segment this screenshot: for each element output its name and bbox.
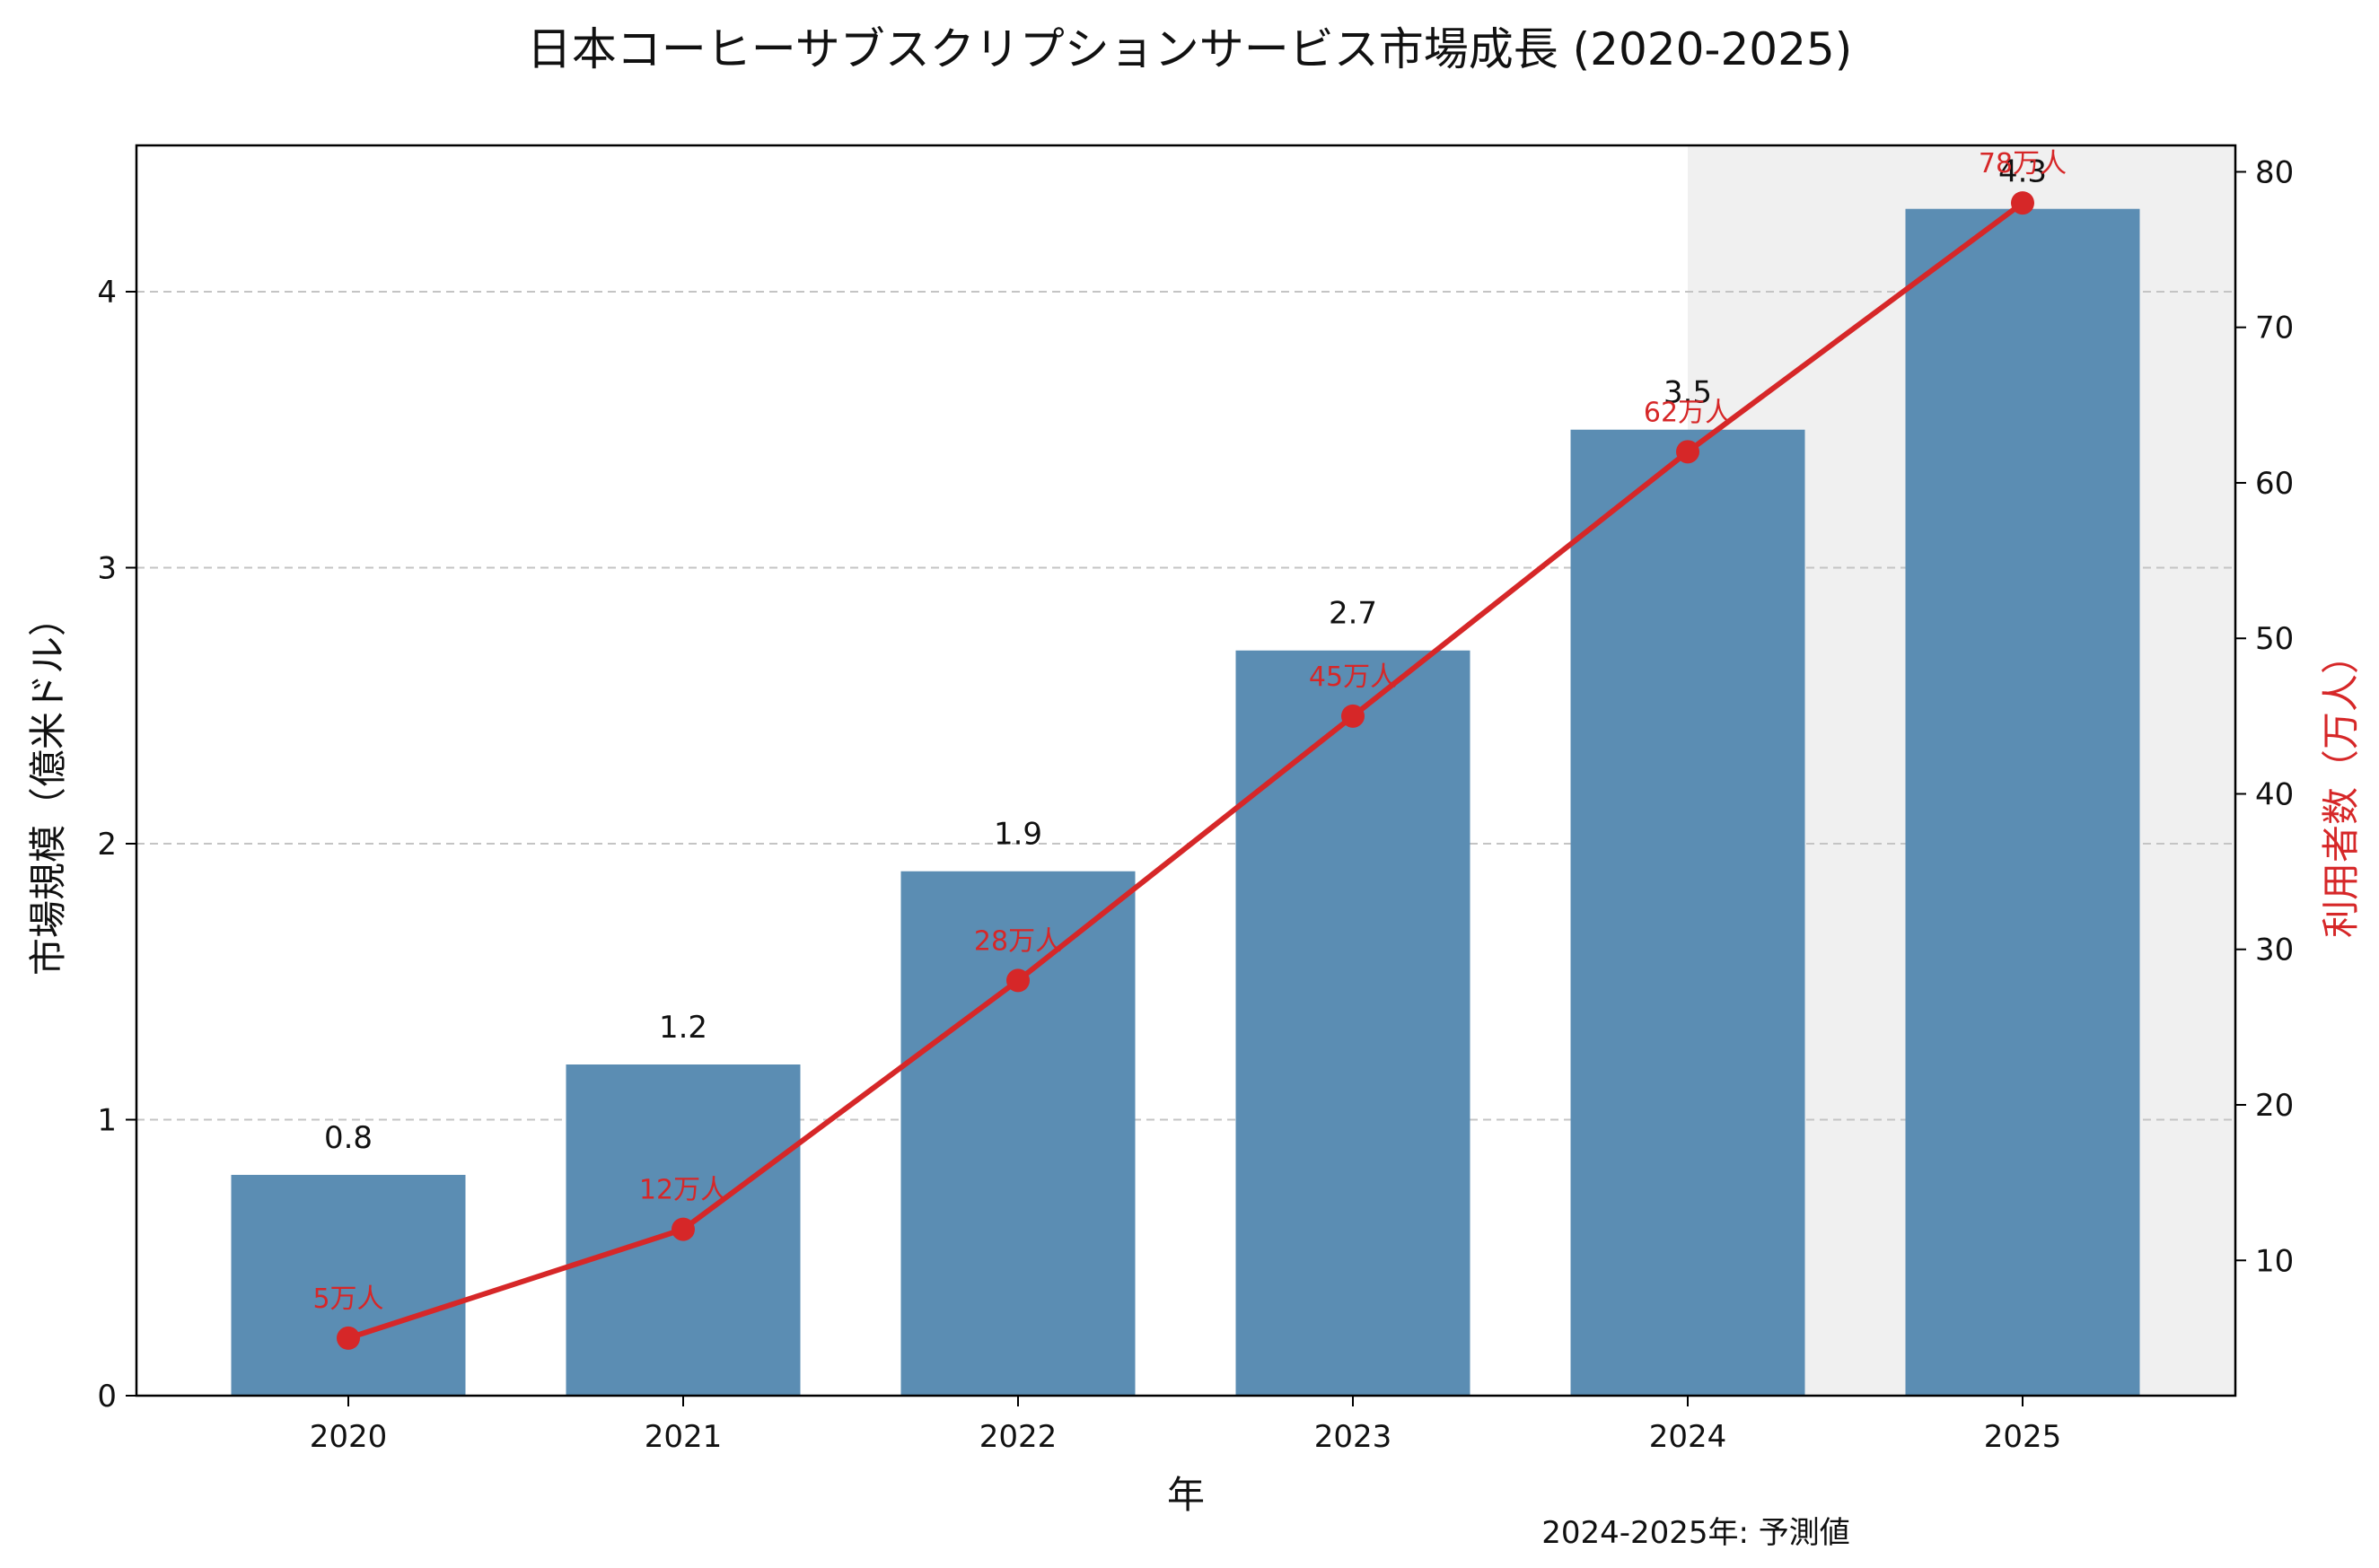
bar-value-label: 1.9 — [994, 817, 1042, 853]
bar-series-layer — [231, 208, 2140, 1396]
label-layer: 0.8 1.2 1.9 2.7 3.5 4.3 5万人 12万人 28万人 45万人 62万人 78万… — [312, 148, 2067, 1315]
line-series — [347, 200, 2024, 1341]
axes-layer: 2020 2021 2022 2023 2024 2025 0 1 2 3 4 10 20 30 40 50 6… — [97, 144, 2294, 1455]
y-tick-label: 0 — [97, 1379, 117, 1415]
line-point — [1006, 968, 1030, 993]
y-tick-label: 4 — [97, 275, 117, 311]
y2-tick-label: 50 — [2255, 621, 2294, 657]
y2-tick-label: 60 — [2255, 466, 2294, 502]
x-tick-label: 2023 — [1314, 1419, 1392, 1455]
y2-tick-label: 20 — [2255, 1088, 2294, 1124]
line-value-label: 62万人 — [1644, 397, 1732, 428]
line-value-label: 12万人 — [639, 1175, 727, 1206]
x-tick-label: 2021 — [645, 1419, 723, 1455]
bar — [1235, 650, 1470, 1396]
line-series-layer — [337, 191, 2034, 1350]
x-tick-label: 2025 — [1984, 1419, 2062, 1455]
y-tick-label: 3 — [97, 550, 117, 586]
chart-title: 日本コーヒーサブスクリプションサービス市場成長 (2020-2025) — [527, 23, 1852, 75]
y2-tick-label: 70 — [2255, 311, 2294, 346]
forecast-note: 2024-2025年: 予測値 — [1541, 1515, 1850, 1551]
y2-tick-label: 40 — [2255, 776, 2294, 812]
bar — [900, 871, 1136, 1396]
x-tick-label: 2022 — [979, 1419, 1058, 1455]
line-value-label: 5万人 — [312, 1283, 383, 1315]
bar-value-label: 2.7 — [1329, 596, 1377, 632]
bar — [1905, 208, 2140, 1396]
bar-value-label: 0.8 — [324, 1120, 373, 1156]
plot-frame — [135, 144, 2237, 1397]
x-tick-label: 2020 — [310, 1419, 388, 1455]
y2-tick-label: 10 — [2255, 1243, 2294, 1279]
x-axis-label: 年 — [1167, 1473, 1205, 1517]
y-tick-label: 2 — [97, 827, 117, 863]
line-value-label: 45万人 — [1309, 661, 1397, 693]
line-value-label: 78万人 — [1979, 148, 2067, 180]
y-tick-label: 1 — [97, 1102, 117, 1138]
line-point — [1676, 440, 1699, 464]
y-axis-label: 市場規模（億米ドル） — [26, 599, 70, 976]
line-point — [1341, 704, 1365, 728]
y2-tick-label: 30 — [2255, 933, 2294, 968]
line-point — [337, 1326, 360, 1350]
y2-axis-label: 利用者数（万人） — [2319, 636, 2363, 938]
bar-value-label: 1.2 — [659, 1010, 707, 1046]
bar — [1570, 429, 1805, 1396]
line-value-label: 28万人 — [974, 925, 1062, 957]
line-point — [672, 1217, 695, 1241]
x-tick-label: 2024 — [1649, 1419, 1727, 1455]
bar-value-label: 4.3 — [1998, 154, 2047, 190]
bar — [231, 1174, 466, 1396]
bar-value-label: 3.5 — [1664, 375, 1712, 411]
y2-tick-label: 80 — [2255, 154, 2294, 190]
line-point — [2011, 191, 2034, 215]
